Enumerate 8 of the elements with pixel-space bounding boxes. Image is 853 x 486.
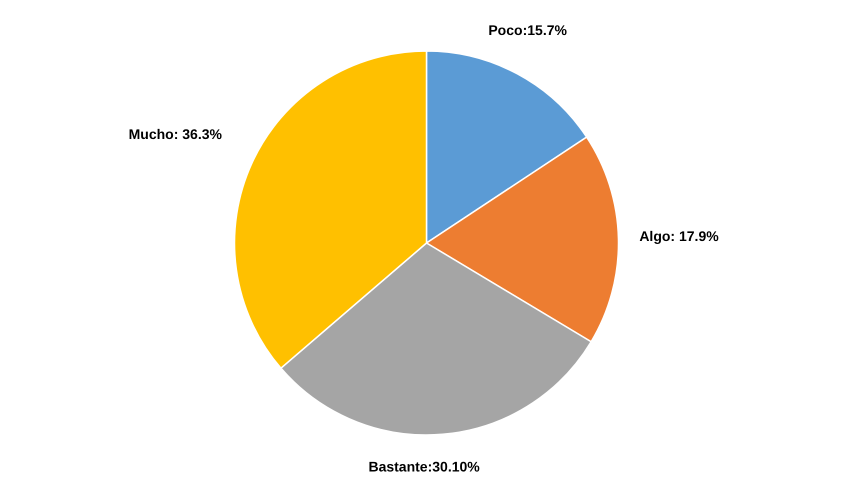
- slice-label: Bastante: [368, 458, 428, 475]
- data-label: :30.10%: [428, 458, 480, 475]
- slice-label: Poco: [488, 22, 523, 38]
- data-label: :15.7%: [522, 22, 568, 38]
- slice-label: Mucho: [128, 126, 174, 142]
- data-label: : 17.9%: [670, 228, 720, 244]
- slice-label: Algo: [639, 228, 670, 244]
- data-label: : 36.3%: [174, 126, 223, 142]
